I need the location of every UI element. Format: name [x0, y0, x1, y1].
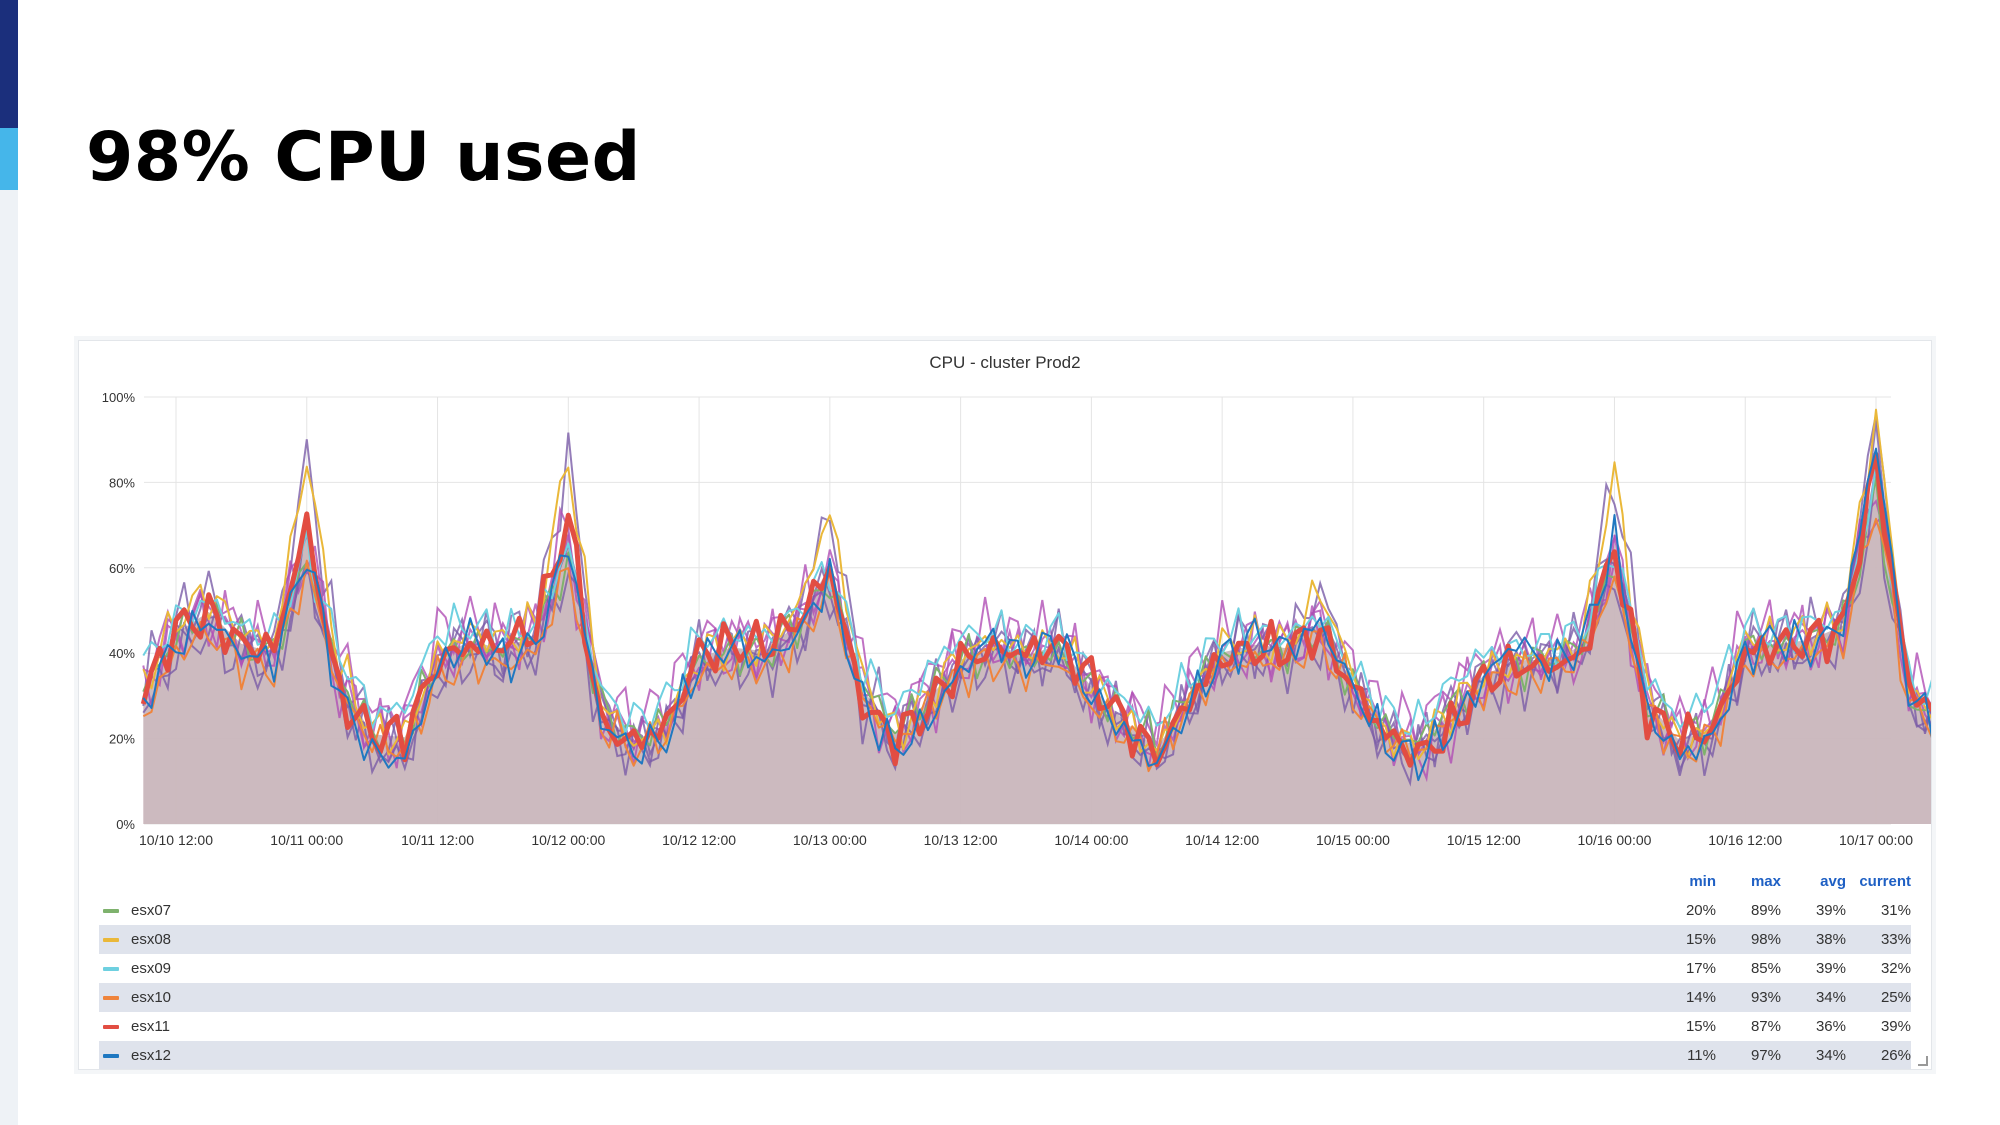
chart-title: CPU - cluster Prod2 [929, 353, 1081, 372]
legend-value-max: 93% [1750, 989, 1781, 1006]
legend-col-max[interactable]: max [1750, 872, 1781, 890]
series-area-fill [143, 466, 1931, 824]
legend-value-max: 98% [1750, 931, 1781, 948]
x-tick-label: 10/13 12:00 [924, 832, 998, 848]
x-tick-label: 10/11 00:00 [270, 832, 343, 848]
legend-value-avg: 39% [1815, 960, 1846, 977]
accent-bar-light [0, 128, 18, 190]
legend-value-current: 31% [1880, 902, 1911, 919]
legend-swatch [103, 995, 119, 1000]
legend-value-avg: 34% [1815, 1047, 1846, 1064]
legend-col-current[interactable]: current [1859, 872, 1911, 890]
accent-bar-dark [0, 0, 18, 128]
x-tick-label: 10/17 00:00 [1839, 832, 1913, 848]
legend-value-avg: 36% [1815, 1018, 1846, 1035]
legend-series-name[interactable]: esx10 [131, 989, 172, 1006]
x-tick-label: 10/12 12:00 [662, 832, 736, 848]
legend-series-name[interactable]: esx09 [131, 960, 172, 977]
y-tick-label: 80% [109, 475, 135, 490]
x-tick-label: 10/13 00:00 [793, 832, 867, 848]
legend-value-min: 14% [1685, 989, 1716, 1006]
x-tick-label: 10/10 12:00 [139, 832, 213, 848]
x-tick-label: 10/16 12:00 [1708, 832, 1782, 848]
legend-value-max: 87% [1750, 1018, 1781, 1035]
slide-title: 98% CPU used [86, 118, 641, 197]
legend-value-min: 11% [1687, 1047, 1716, 1064]
x-tick-label: 10/15 00:00 [1316, 832, 1390, 848]
legend-value-current: 25% [1880, 989, 1911, 1006]
y-tick-label: 40% [109, 646, 135, 661]
legend-series-name[interactable]: esx07 [131, 902, 172, 919]
series-line-esx09 [142, 464, 1931, 736]
legend-value-min: 15% [1685, 931, 1716, 948]
legend-value-max: 89% [1750, 902, 1781, 919]
y-tick-label: 0% [116, 817, 135, 832]
legend-series-name[interactable]: esx12 [131, 1047, 172, 1064]
series-line-esx12 [142, 447, 1931, 782]
x-tick-label: 10/12 00:00 [531, 832, 605, 848]
series-line-esx11 [140, 451, 1931, 768]
x-tick-label: 10/15 12:00 [1447, 832, 1521, 848]
legend-series-name[interactable]: esx11 [131, 1018, 170, 1035]
y-tick-label: 100% [102, 390, 136, 405]
resize-handle-icon[interactable] [1918, 1056, 1928, 1066]
y-tick-label: 20% [109, 732, 135, 747]
legend-row-esx12[interactable]: esx12 11% 97% 34% 26% [99, 1041, 1911, 1069]
legend-row-esx07[interactable]: esx07 20% 89% 39% 31% [99, 896, 1911, 925]
accent-strip [0, 0, 18, 1125]
legend-row-esx11[interactable]: esx11 15% 87% 36% 39% [99, 1012, 1911, 1041]
legend-value-avg: 34% [1815, 989, 1846, 1006]
legend-value-max: 85% [1750, 960, 1781, 977]
legend-row-esx08[interactable]: esx08 15% 98% 38% 33% [99, 925, 1911, 954]
legend-value-avg: 39% [1815, 902, 1846, 919]
legend-value-avg: 38% [1815, 931, 1846, 948]
legend-swatch [103, 1053, 119, 1058]
legend-swatch [103, 937, 119, 942]
legend-col-min[interactable]: min [1689, 872, 1716, 890]
chart-legend: min max avg current esx07 20% 89% 39% 31% esx… [99, 866, 1911, 1069]
legend-swatch [103, 908, 119, 913]
legend-value-current: 39% [1880, 1018, 1911, 1035]
legend-series-name[interactable]: esx08 [131, 931, 172, 948]
legend-header: min max avg current [99, 866, 1911, 896]
legend-value-max: 97% [1750, 1047, 1781, 1064]
legend-value-current: 33% [1880, 931, 1911, 948]
legend-row-esx09[interactable]: esx09 17% 85% 39% 32% [99, 954, 1911, 983]
x-tick-label: 10/16 00:00 [1577, 832, 1651, 848]
legend-value-min: 15% [1685, 1018, 1716, 1035]
x-tick-label: 10/14 12:00 [1185, 832, 1259, 848]
legend-value-min: 20% [1685, 902, 1716, 919]
chart-panel: CPU - cluster Prod2 0% 20% 40% 60% 80% 100% 10… [78, 340, 1932, 1070]
legend-value-current: 32% [1880, 960, 1911, 977]
cpu-line-chart: 0% 20% 40% 60% 80% 100% 10/10 12:00 10/11 00:00… [102, 390, 1931, 848]
legend-value-min: 17% [1685, 960, 1716, 977]
y-tick-label: 60% [109, 561, 135, 576]
legend-col-avg[interactable]: avg [1820, 872, 1846, 890]
series-line-esx10 [142, 517, 1931, 773]
legend-value-current: 26% [1880, 1047, 1911, 1064]
legend-swatch [103, 1024, 119, 1029]
legend-row-esx10[interactable]: esx10 14% 93% 34% 25% [99, 983, 1911, 1012]
x-tick-label: 10/14 00:00 [1054, 832, 1128, 848]
x-tick-label: 10/11 12:00 [401, 832, 474, 848]
legend-swatch [103, 966, 119, 971]
